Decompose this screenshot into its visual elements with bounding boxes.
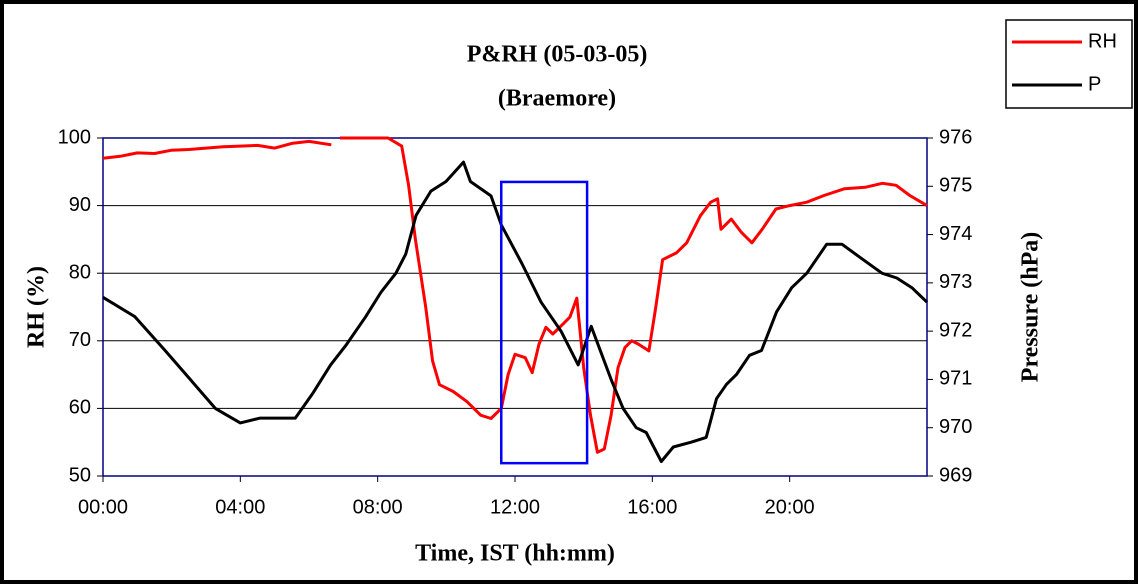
y2-tick-label: 969 [939, 464, 972, 486]
y-tick-label: 100 [58, 126, 91, 148]
y2-tick-label: 976 [939, 126, 972, 148]
x-tick-label: 20:00 [765, 496, 815, 518]
legend-label: RH [1088, 30, 1117, 52]
line-p [102, 160, 929, 463]
legend-box [1005, 19, 1133, 109]
chart-title: P&RH (05-03-05) [467, 42, 648, 68]
y-tick-label: 70 [69, 329, 91, 351]
y-tick-label: 90 [69, 194, 91, 216]
line-rh [339, 136, 928, 454]
y2-axis-title: Pressure (hPa) [1018, 232, 1044, 382]
y2-tick-label: 970 [939, 416, 972, 438]
y2-tick-label: 975 [939, 175, 972, 197]
y2-tick-label: 974 [939, 223, 972, 245]
legend-label: P [1088, 73, 1101, 95]
x-tick-label: 08:00 [353, 496, 403, 518]
x-tick-label: 04:00 [215, 496, 265, 518]
x-tick-label: 00:00 [78, 496, 128, 518]
highlight-box [500, 180, 589, 465]
x-axis-title: Time, IST (hh:mm) [415, 541, 615, 567]
y-axis-title: RH (%) [24, 266, 50, 348]
y2-tick-label: 971 [939, 368, 972, 390]
y2-tick-label: 973 [939, 271, 972, 293]
plot-area [102, 137, 928, 477]
line-rh [102, 139, 332, 160]
y2-tick-label: 972 [939, 319, 972, 341]
y-tick-label: 60 [69, 397, 91, 419]
x-tick-label: 16:00 [627, 496, 677, 518]
y-tick-label: 50 [69, 464, 91, 486]
y-tick-label: 80 [69, 261, 91, 283]
x-tick-label: 12:00 [490, 496, 540, 518]
chart-subtitle: (Braemore) [498, 86, 616, 112]
